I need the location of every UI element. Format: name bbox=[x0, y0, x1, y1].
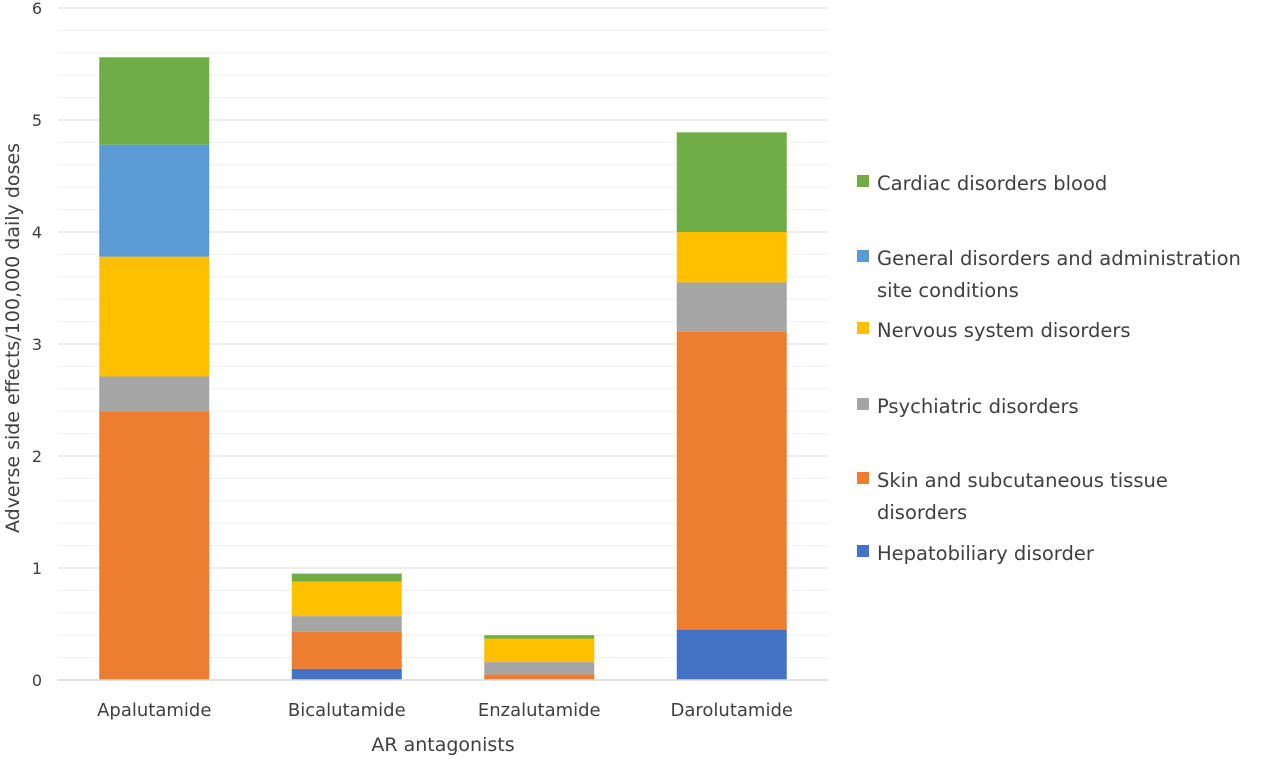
bar-segment bbox=[291, 631, 402, 669]
bar-segment bbox=[291, 616, 402, 632]
x-category-label: Enzalutamide bbox=[478, 700, 601, 721]
bar-segment bbox=[484, 635, 595, 639]
bar-segment bbox=[676, 232, 787, 283]
bar-segment bbox=[484, 674, 595, 680]
y-tick-label: 2 bbox=[32, 447, 42, 466]
legend-label: Skin and subcutaneous tissue bbox=[877, 469, 1168, 492]
y-axis-title: Adverse side effects/100,000 daily doses bbox=[2, 143, 24, 533]
bar-segment bbox=[484, 662, 595, 675]
x-axis-title: AR antagonists bbox=[371, 734, 514, 756]
legend-label: Cardiac disorders blood bbox=[877, 172, 1107, 195]
legend-label: Nervous system disorders bbox=[877, 319, 1131, 342]
legend-swatch bbox=[857, 250, 869, 262]
y-tick-label: 3 bbox=[32, 335, 42, 354]
x-axis-categories: Apalutamide Bicalutamide Enzalutamide Darol… bbox=[97, 700, 793, 721]
y-axis-ticks: 0 1 2 3 4 5 6 bbox=[32, 0, 42, 690]
bar-segment bbox=[291, 581, 402, 617]
bar-segment bbox=[99, 256, 210, 377]
bars bbox=[99, 57, 787, 680]
bar-segment bbox=[676, 132, 787, 232]
bar-segment bbox=[291, 668, 402, 680]
x-category-label: Bicalutamide bbox=[288, 700, 406, 721]
bar-segment bbox=[99, 144, 210, 257]
y-tick-label: 1 bbox=[32, 559, 42, 578]
legend-item: Hepatobiliary disorder bbox=[857, 542, 1095, 565]
bar-segment bbox=[676, 282, 787, 332]
x-category-label: Darolutamide bbox=[671, 700, 793, 721]
legend-label: site conditions bbox=[877, 279, 1019, 302]
bar-segment bbox=[676, 331, 787, 630]
legend-item: General disorders and administration site… bbox=[857, 247, 1241, 302]
y-tick-label: 4 bbox=[32, 223, 42, 242]
legend-item: Psychiatric disorders bbox=[857, 395, 1079, 418]
bar-segment bbox=[291, 573, 402, 582]
legend-swatch bbox=[857, 398, 869, 410]
legend-item: Nervous system disorders bbox=[857, 319, 1131, 342]
legend-swatch bbox=[857, 322, 869, 334]
y-tick-label: 5 bbox=[32, 111, 42, 130]
legend-item: Cardiac disorders blood bbox=[857, 172, 1107, 195]
legend-label: Hepatobiliary disorder bbox=[877, 542, 1095, 565]
bar-segment bbox=[484, 638, 595, 663]
legend: Cardiac disorders blood General disorders… bbox=[857, 172, 1241, 565]
legend-label: Psychiatric disorders bbox=[877, 395, 1079, 418]
legend-label: disorders bbox=[877, 501, 967, 524]
legend-swatch bbox=[857, 175, 869, 187]
y-tick-label: 0 bbox=[32, 671, 42, 690]
bar-segment bbox=[99, 411, 210, 680]
bar-segment bbox=[99, 57, 210, 145]
legend-swatch bbox=[857, 545, 869, 557]
legend-item: Skin and subcutaneous tissue disorders bbox=[857, 469, 1168, 524]
legend-label: General disorders and administration bbox=[877, 247, 1241, 270]
y-tick-label: 6 bbox=[32, 0, 42, 18]
bar-segment bbox=[676, 629, 787, 680]
x-category-label: Apalutamide bbox=[97, 700, 211, 721]
legend-swatch bbox=[857, 472, 869, 484]
bar-segment bbox=[99, 376, 210, 412]
